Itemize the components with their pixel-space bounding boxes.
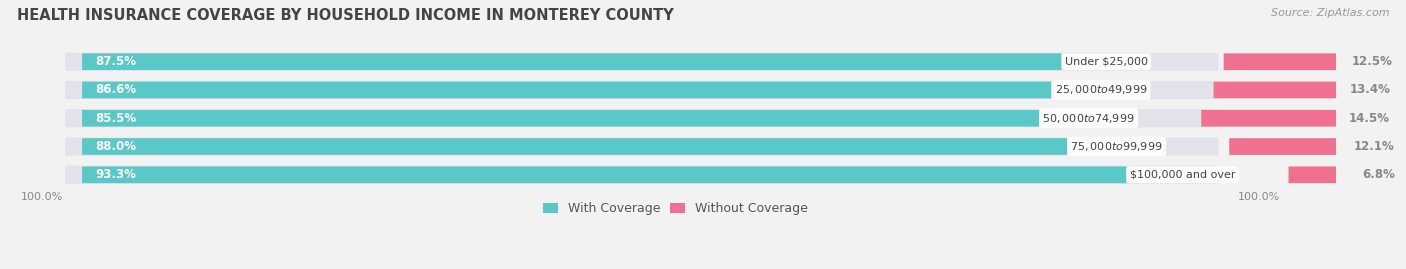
- Text: $50,000 to $74,999: $50,000 to $74,999: [1042, 112, 1135, 125]
- FancyBboxPatch shape: [1229, 138, 1344, 155]
- Text: 13.4%: 13.4%: [1350, 83, 1391, 97]
- FancyBboxPatch shape: [65, 53, 1219, 71]
- Text: Under $25,000: Under $25,000: [1064, 57, 1147, 67]
- Text: 12.5%: 12.5%: [1351, 55, 1392, 68]
- Text: 87.5%: 87.5%: [96, 55, 136, 68]
- Text: $75,000 to $99,999: $75,000 to $99,999: [1070, 140, 1163, 153]
- Text: $100,000 and over: $100,000 and over: [1129, 170, 1236, 180]
- Text: Source: ZipAtlas.com: Source: ZipAtlas.com: [1271, 8, 1389, 18]
- FancyBboxPatch shape: [1213, 82, 1341, 98]
- FancyBboxPatch shape: [65, 81, 1219, 99]
- FancyBboxPatch shape: [82, 82, 1052, 98]
- FancyBboxPatch shape: [65, 137, 1219, 155]
- FancyBboxPatch shape: [1223, 53, 1343, 70]
- Text: 6.8%: 6.8%: [1362, 168, 1395, 181]
- FancyBboxPatch shape: [82, 110, 1039, 127]
- Text: 14.5%: 14.5%: [1348, 112, 1389, 125]
- Legend: With Coverage, Without Coverage: With Coverage, Without Coverage: [537, 197, 813, 220]
- Text: 12.1%: 12.1%: [1354, 140, 1395, 153]
- Text: 85.5%: 85.5%: [96, 112, 136, 125]
- FancyBboxPatch shape: [82, 167, 1126, 183]
- FancyBboxPatch shape: [82, 138, 1067, 155]
- Text: HEALTH INSURANCE COVERAGE BY HOUSEHOLD INCOME IN MONTEREY COUNTY: HEALTH INSURANCE COVERAGE BY HOUSEHOLD I…: [17, 8, 673, 23]
- FancyBboxPatch shape: [65, 109, 1219, 127]
- FancyBboxPatch shape: [82, 53, 1062, 70]
- Text: $25,000 to $49,999: $25,000 to $49,999: [1054, 83, 1147, 97]
- FancyBboxPatch shape: [1201, 110, 1340, 127]
- Text: 100.0%: 100.0%: [1237, 192, 1279, 202]
- Text: 86.6%: 86.6%: [96, 83, 136, 97]
- Text: 93.3%: 93.3%: [96, 168, 136, 181]
- FancyBboxPatch shape: [65, 166, 1219, 184]
- FancyBboxPatch shape: [1288, 167, 1354, 183]
- Text: 88.0%: 88.0%: [96, 140, 136, 153]
- Text: 100.0%: 100.0%: [21, 192, 63, 202]
